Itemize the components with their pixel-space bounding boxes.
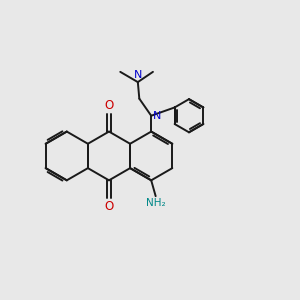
Text: N: N xyxy=(134,70,142,80)
Text: O: O xyxy=(104,99,114,112)
Text: N: N xyxy=(152,111,161,121)
Text: NH₂: NH₂ xyxy=(146,198,166,208)
Text: O: O xyxy=(104,200,114,213)
